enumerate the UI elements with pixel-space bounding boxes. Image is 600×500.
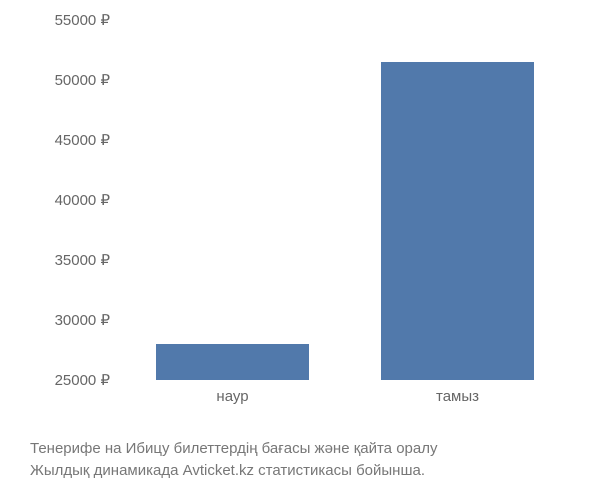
y-tick-label: 25000 ₽ — [30, 371, 110, 389]
x-tick-label: тамыз — [436, 388, 479, 405]
y-tick-label: 55000 ₽ — [30, 11, 110, 29]
x-tick-label: наур — [216, 388, 248, 405]
y-tick-label: 50000 ₽ — [30, 71, 110, 89]
caption-line: Жылдық динамикада Avticket.kz статистика… — [30, 460, 570, 482]
caption-line: Тенерифе на Ибицу билеттердің бағасы жән… — [30, 438, 570, 460]
chart-caption: Тенерифе на Ибицу билеттердің бағасы жән… — [30, 438, 570, 482]
plot-area — [120, 20, 570, 380]
y-tick-label: 45000 ₽ — [30, 131, 110, 149]
y-tick-label: 40000 ₽ — [30, 191, 110, 209]
bar — [381, 62, 534, 380]
price-chart: 25000 ₽ 30000 ₽ 35000 ₽ 40000 ₽ 45000 ₽ … — [30, 20, 570, 420]
y-tick-label: 30000 ₽ — [30, 311, 110, 329]
bar — [156, 344, 309, 380]
y-tick-label: 35000 ₽ — [30, 251, 110, 269]
